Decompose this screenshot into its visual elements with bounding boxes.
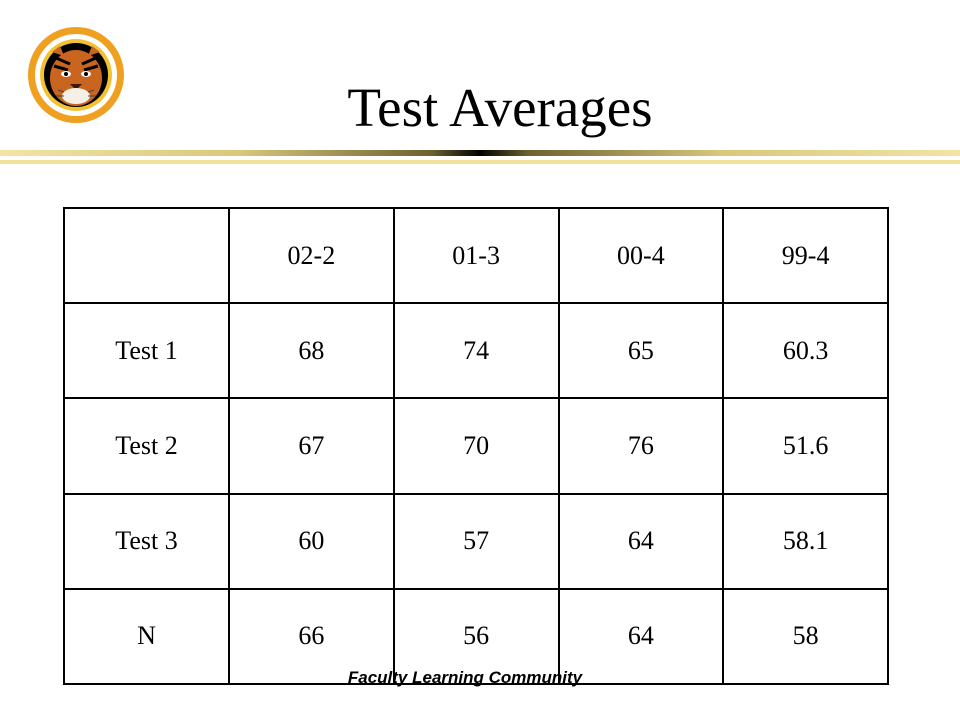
table-cell: 60 (228, 492, 395, 590)
table-cell: 51.6 (722, 397, 889, 495)
table-cell: 58.1 (722, 492, 889, 590)
test-averages-table: 02-2 01-3 00-4 99-4 Test 1 68 74 65 60.3… (63, 206, 889, 686)
table-cell: 67 (228, 397, 395, 495)
table-row: Test 1 68 74 65 60.3 (63, 302, 889, 400)
table-cell: 68 (228, 302, 395, 400)
table-row: N 66 56 64 58 (63, 587, 889, 686)
header-cell: 01-3 (392, 206, 560, 305)
header-cell: 00-4 (557, 206, 725, 305)
header-cell (63, 206, 230, 305)
table-cell: 58 (722, 587, 889, 686)
table-cell: 74 (392, 302, 560, 400)
table-row: Test 2 67 70 76 51.6 (63, 397, 889, 495)
table-cell: 76 (557, 397, 725, 495)
table-header-row: 02-2 01-3 00-4 99-4 (63, 206, 889, 305)
table-cell: 64 (557, 492, 725, 590)
row-label: N (63, 587, 230, 686)
table-cell: 57 (392, 492, 560, 590)
header-cell: 02-2 (228, 206, 395, 305)
table-cell: 70 (392, 397, 560, 495)
row-label: Test 1 (63, 302, 230, 400)
footer-text: Faculty Learning Community (347, 668, 583, 687)
row-label: Test 3 (63, 492, 230, 590)
table-cell: 64 (557, 587, 725, 686)
table-cell: 60.3 (722, 302, 889, 400)
title-divider (0, 150, 960, 156)
table-cell: 56 (392, 587, 560, 686)
page-title: Test Averages (347, 77, 653, 138)
table-row: Test 3 60 57 64 58.1 (63, 492, 889, 590)
table-cell: 65 (557, 302, 725, 400)
tiger-logo-icon (26, 26, 126, 124)
header-cell: 99-4 (722, 206, 889, 305)
row-label: Test 2 (63, 397, 230, 495)
table-cell: 66 (228, 587, 395, 686)
title-divider-accent (0, 160, 960, 164)
